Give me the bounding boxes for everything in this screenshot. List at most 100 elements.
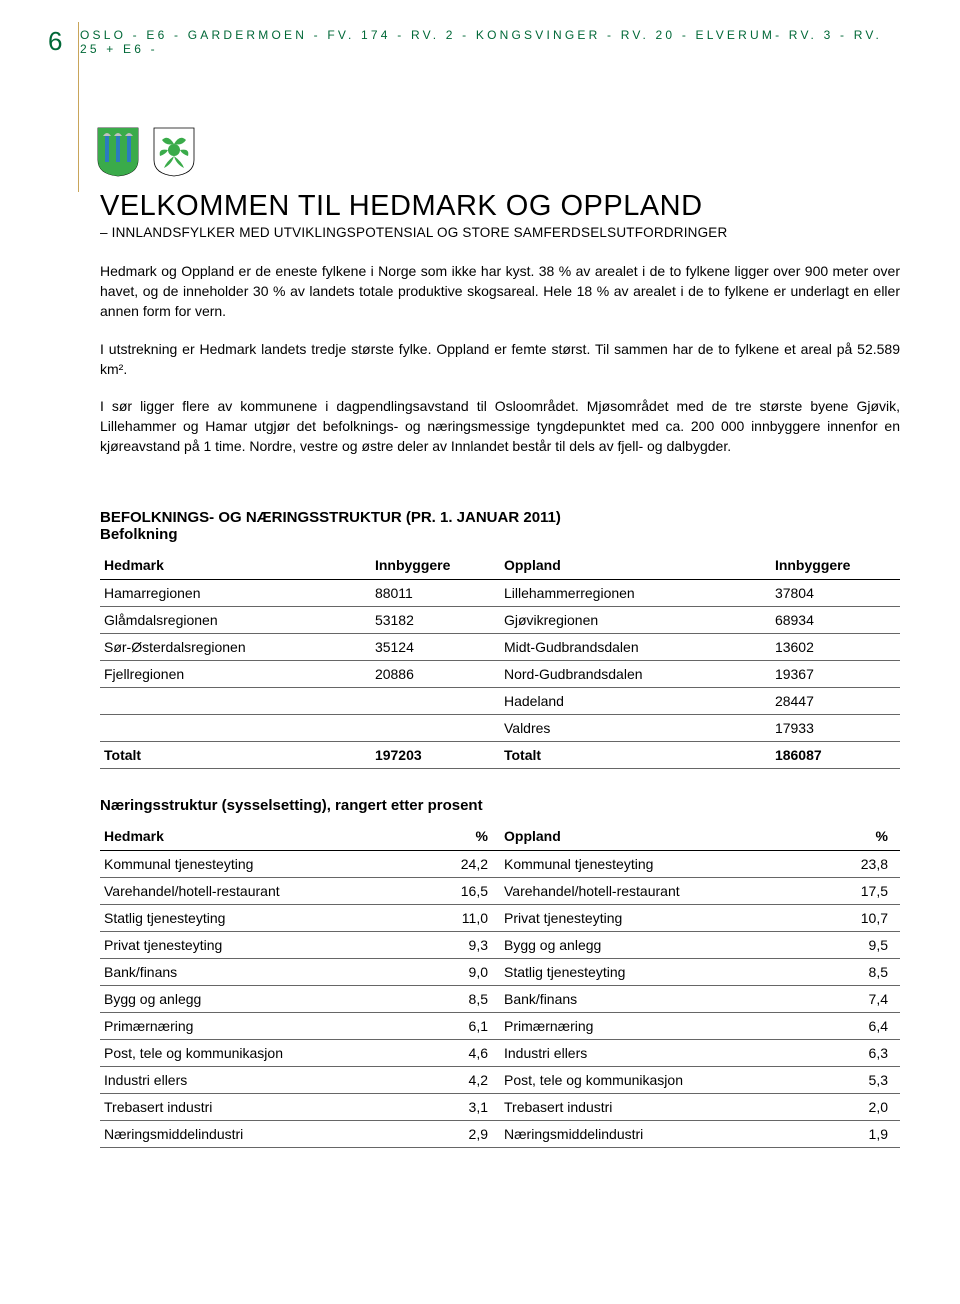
table-cell: Kommunal tjenesteyting [500, 851, 840, 878]
table-row: Primærnæring6,1Primærnæring6,4 [100, 1013, 900, 1040]
table-cell: 11,0 [440, 905, 500, 932]
table-cell: 53182 [371, 607, 500, 634]
table-row: Bygg og anlegg8,5Bank/finans7,4 [100, 986, 900, 1013]
table-row: Hamarregionen88011Lillehammerregionen378… [100, 580, 900, 607]
table-cell: 13602 [771, 634, 900, 661]
table-cell: 186087 [771, 742, 900, 769]
col-header: % [840, 822, 900, 851]
table-cell: Varehandel/hotell-restaurant [500, 878, 840, 905]
table-row: Kommunal tjenesteyting24,2Kommunal tjene… [100, 851, 900, 878]
table-cell: 197203 [371, 742, 500, 769]
table-row: Næringsmiddelindustri2,9Næringsmiddelind… [100, 1121, 900, 1148]
col-header: Hedmark [100, 551, 371, 580]
table-cell: Glåmdalsregionen [100, 607, 371, 634]
page-title: VELKOMMEN TIL HEDMARK OG OPPLAND [100, 190, 900, 223]
section-heading: BEFOLKNINGS- OG NÆRINGSSTRUKTUR (PR. 1. … [100, 509, 900, 526]
coat-of-arms-row [96, 126, 900, 178]
table-cell: Statlig tjenesteyting [100, 905, 440, 932]
table-cell: 4,2 [440, 1067, 500, 1094]
table-cell: Valdres [500, 715, 771, 742]
table-cell: 19367 [771, 661, 900, 688]
table-cell: 24,2 [440, 851, 500, 878]
hedmark-crest-icon [96, 126, 140, 178]
table-cell: Hadeland [500, 688, 771, 715]
oppland-crest-icon [152, 126, 196, 178]
table-row: Sør-Østerdalsregionen35124Midt-Gudbrands… [100, 634, 900, 661]
table-cell: 7,4 [840, 986, 900, 1013]
table-cell: Totalt [100, 742, 371, 769]
table-cell: 17,5 [840, 878, 900, 905]
table-cell: Totalt [500, 742, 771, 769]
table-cell: Gjøvikregionen [500, 607, 771, 634]
table-cell: 35124 [371, 634, 500, 661]
table-row: Trebasert industri3,1Trebasert industri2… [100, 1094, 900, 1121]
table-cell: 37804 [771, 580, 900, 607]
table-row: Post, tele og kommunikasjon4,6Industri e… [100, 1040, 900, 1067]
col-header: Oppland [500, 551, 771, 580]
subsection-label: Næringsstruktur (sysselsetting), rangert… [100, 797, 900, 814]
industry-table: Hedmark % Oppland % Kommunal tjenesteyti… [100, 822, 900, 1148]
col-header: Hedmark [100, 822, 440, 851]
table-cell: 2,9 [440, 1121, 500, 1148]
table-cell: 9,5 [840, 932, 900, 959]
table-cell: 6,3 [840, 1040, 900, 1067]
page-subtitle: – INNLANDSFYLKER MED UTVIKLINGSPOTENSIAL… [100, 225, 900, 240]
table-cell: 5,3 [840, 1067, 900, 1094]
table-cell: Nord-Gudbrandsdalen [500, 661, 771, 688]
table-cell: 3,1 [440, 1094, 500, 1121]
table-cell: 9,3 [440, 932, 500, 959]
table-cell: 88011 [371, 580, 500, 607]
table-cell: Bygg og anlegg [100, 986, 440, 1013]
table-row: Fjellregionen20886Nord-Gudbrandsdalen193… [100, 661, 900, 688]
table-cell: Post, tele og kommunikasjon [500, 1067, 840, 1094]
table-cell [100, 688, 371, 715]
table-cell: Sør-Østerdalsregionen [100, 634, 371, 661]
col-header: Innbyggere [771, 551, 900, 580]
table-row: Hadeland28447 [100, 688, 900, 715]
table-cell: 9,0 [440, 959, 500, 986]
col-header: % [440, 822, 500, 851]
page-number: 6 [48, 26, 62, 57]
paragraph: I utstrekning er Hedmark landets tredje … [100, 340, 900, 380]
table-row: Valdres17933 [100, 715, 900, 742]
table-cell: Hamarregionen [100, 580, 371, 607]
table-cell: 8,5 [440, 986, 500, 1013]
table-cell: Trebasert industri [500, 1094, 840, 1121]
population-table: Hedmark Innbyggere Oppland Innbyggere Ha… [100, 551, 900, 769]
table-cell: 8,5 [840, 959, 900, 986]
table-cell: 28447 [771, 688, 900, 715]
table-cell: 2,0 [840, 1094, 900, 1121]
table-cell: Lillehammerregionen [500, 580, 771, 607]
table-header-row: Hedmark Innbyggere Oppland Innbyggere [100, 551, 900, 580]
table-cell: Privat tjenesteyting [500, 905, 840, 932]
table-cell [371, 715, 500, 742]
table-cell: Kommunal tjenesteyting [100, 851, 440, 878]
table-cell: Næringsmiddelindustri [500, 1121, 840, 1148]
table-cell: 6,4 [840, 1013, 900, 1040]
table-cell: Statlig tjenesteyting [500, 959, 840, 986]
running-header: OSLO - E6 - GARDERMOEN - FV. 174 - RV. 2… [80, 28, 900, 56]
table-row: Privat tjenesteyting9,3Bygg og anlegg9,5 [100, 932, 900, 959]
table-cell: 16,5 [440, 878, 500, 905]
col-header: Innbyggere [371, 551, 500, 580]
table-cell: Bygg og anlegg [500, 932, 840, 959]
table-cell: 6,1 [440, 1013, 500, 1040]
table-cell: Fjellregionen [100, 661, 371, 688]
table-cell: Næringsmiddelindustri [100, 1121, 440, 1148]
table-row: Statlig tjenesteyting11,0Privat tjeneste… [100, 905, 900, 932]
table-cell: 10,7 [840, 905, 900, 932]
table-row: Bank/finans9,0Statlig tjenesteyting8,5 [100, 959, 900, 986]
table-cell [371, 688, 500, 715]
subsection-label: Befolkning [100, 526, 900, 543]
table-cell: Trebasert industri [100, 1094, 440, 1121]
table-cell: Varehandel/hotell-restaurant [100, 878, 440, 905]
paragraph: Hedmark og Oppland er de eneste fylkene … [100, 262, 900, 322]
table-cell: 20886 [371, 661, 500, 688]
table-cell [100, 715, 371, 742]
table-cell: 23,8 [840, 851, 900, 878]
table-cell: Midt-Gudbrandsdalen [500, 634, 771, 661]
table-row: Industri ellers4,2Post, tele og kommunik… [100, 1067, 900, 1094]
table-cell: Industri ellers [100, 1067, 440, 1094]
table-cell: 4,6 [440, 1040, 500, 1067]
table-row: Glåmdalsregionen53182Gjøvikregionen68934 [100, 607, 900, 634]
